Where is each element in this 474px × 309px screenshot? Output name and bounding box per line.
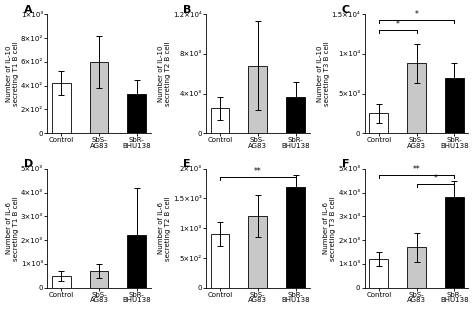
Bar <box>445 197 464 288</box>
Text: **: ** <box>413 165 420 174</box>
Text: A: A <box>24 5 33 15</box>
Bar <box>90 62 109 133</box>
Y-axis label: Number of IL-6
secreting T2 B cell: Number of IL-6 secreting T2 B cell <box>158 196 171 260</box>
Bar <box>445 78 464 133</box>
Text: D: D <box>24 159 34 169</box>
Bar <box>407 63 426 133</box>
Text: *: * <box>396 20 400 29</box>
Text: F: F <box>342 159 349 169</box>
Bar <box>128 94 146 133</box>
Y-axis label: Number of IL-10
secreting T2 B cell: Number of IL-10 secreting T2 B cell <box>158 41 171 106</box>
Bar <box>210 108 229 133</box>
Text: *: * <box>433 174 438 183</box>
Bar <box>52 83 71 133</box>
Bar <box>210 234 229 288</box>
Y-axis label: Number of IL-6
secreting T1 B cell: Number of IL-6 secreting T1 B cell <box>6 196 18 260</box>
Bar <box>52 276 71 288</box>
Y-axis label: Number of IL-6
secreting T3 B cell: Number of IL-6 secreting T3 B cell <box>323 196 336 260</box>
Bar <box>286 97 305 133</box>
Text: E: E <box>183 159 191 169</box>
Bar <box>369 259 388 288</box>
Bar <box>369 113 388 133</box>
Text: **: ** <box>254 167 262 176</box>
Bar <box>248 216 267 288</box>
Bar <box>90 271 109 288</box>
Text: B: B <box>183 5 191 15</box>
Text: *: * <box>415 10 419 19</box>
Bar <box>286 187 305 288</box>
Bar <box>407 247 426 288</box>
Bar <box>128 235 146 288</box>
Text: C: C <box>342 5 350 15</box>
Bar <box>248 66 267 133</box>
Y-axis label: Number of IL-10
secreting T3 B cell: Number of IL-10 secreting T3 B cell <box>317 41 329 106</box>
Y-axis label: Number of IL-10
secreting T1 B cell: Number of IL-10 secreting T1 B cell <box>6 41 18 106</box>
